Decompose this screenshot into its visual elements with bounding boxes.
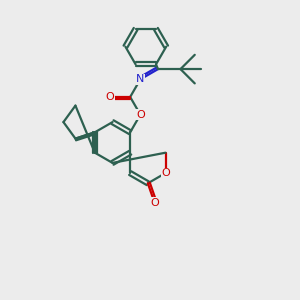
Text: N: N xyxy=(136,74,145,84)
Text: O: O xyxy=(105,92,114,102)
Text: O: O xyxy=(136,110,145,120)
Text: O: O xyxy=(161,168,170,178)
Text: O: O xyxy=(150,198,159,208)
